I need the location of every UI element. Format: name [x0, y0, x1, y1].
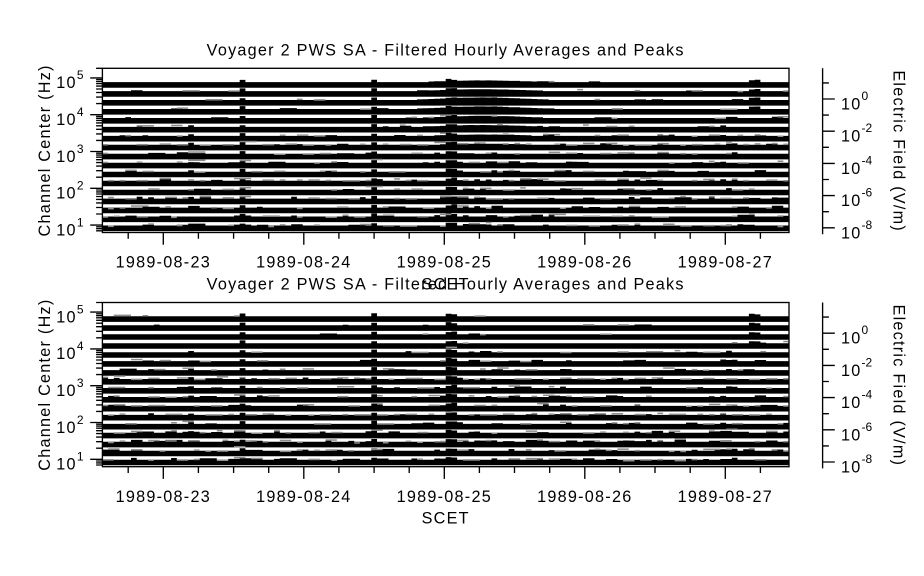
- svg-text:1989-08-24: 1989-08-24: [256, 488, 351, 506]
- svg-text:1989-08-26: 1989-08-26: [537, 488, 632, 506]
- svg-text:1989-08-27: 1989-08-27: [678, 254, 773, 272]
- svg-text:Electric Field (V/m): Electric Field (V/m): [890, 70, 908, 232]
- svg-text:1989-08-24: 1989-08-24: [256, 254, 351, 272]
- svg-text:SCET: SCET: [422, 510, 470, 528]
- svg-text:1989-08-25: 1989-08-25: [397, 254, 492, 272]
- svg-text:1989-08-25: 1989-08-25: [397, 488, 492, 506]
- svg-text:Electric Field (V/m): Electric Field (V/m): [890, 305, 908, 467]
- svg-text:Voyager 2 PWS SA - Filtered Ho: Voyager 2 PWS SA - Filtered Hourly Avera…: [207, 276, 685, 294]
- svg-text:1989-08-23: 1989-08-23: [116, 488, 211, 506]
- svg-text:Voyager 2 PWS SA - Filtered Ho: Voyager 2 PWS SA - Filtered Hourly Avera…: [207, 42, 685, 60]
- svg-text:SCET: SCET: [422, 275, 470, 293]
- svg-text:Channel Center (Hz): Channel Center (Hz): [36, 64, 54, 236]
- svg-text:1989-08-27: 1989-08-27: [678, 488, 773, 506]
- svg-text:1989-08-26: 1989-08-26: [537, 254, 632, 272]
- svg-text:1989-08-23: 1989-08-23: [116, 254, 211, 272]
- svg-text:Channel Center (Hz): Channel Center (Hz): [36, 298, 54, 470]
